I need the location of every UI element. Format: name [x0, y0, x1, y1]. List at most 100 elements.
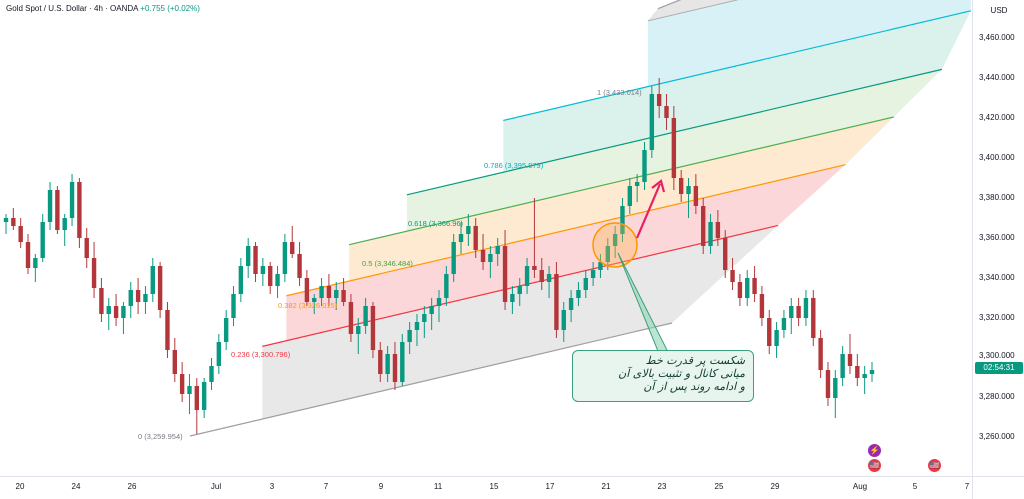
- candle-body: [833, 378, 838, 398]
- fib-band: [647, 0, 736, 21]
- candle-body: [715, 222, 721, 238]
- candle-body: [356, 326, 361, 334]
- annotation-callout[interactable]: شکست پر قدرت خط میانی کانال و تثبیت بالا…: [572, 350, 754, 402]
- us-flag-icon[interactable]: 🇺🇸: [928, 459, 941, 472]
- candle-body: [561, 310, 566, 330]
- fib-band: [286, 164, 846, 341]
- candle-body: [62, 218, 67, 230]
- time-axis[interactable]: 20 24 26 Jul 3 7 9 11 15 17 21 23 25 29 …: [0, 476, 972, 499]
- candle-body: [18, 226, 23, 242]
- candle-body: [231, 294, 236, 318]
- candle-body: [253, 246, 258, 274]
- candle-body: [429, 306, 434, 314]
- candle-body: [11, 218, 16, 226]
- candle-body: [407, 330, 412, 342]
- price-tick: 3,440.000: [979, 73, 1015, 82]
- candle-body: [840, 354, 845, 378]
- candle-body: [767, 318, 772, 346]
- chart-canvas[interactable]: Gold Spot / U.S. Dollar · 4h · OANDA +0.…: [0, 0, 972, 476]
- price-tick: 3,300.000: [979, 351, 1015, 360]
- candle-body: [539, 270, 544, 282]
- candle-body: [378, 350, 383, 374]
- annotation-line-1: شکست پر قدرت خط: [645, 354, 745, 367]
- candle-body: [260, 266, 266, 274]
- fib-level-0786-label: 0.786 (3,395.979): [484, 161, 544, 170]
- time-tick: 9: [378, 482, 384, 491]
- candle-body: [781, 318, 787, 330]
- time-tick: 3: [269, 482, 275, 491]
- annotation-line-2: میانی کانال و تثبیت بالای آن: [618, 367, 745, 380]
- time-tick: 11: [433, 482, 443, 491]
- candle-body: [319, 286, 324, 298]
- candle-body: [627, 186, 633, 206]
- candle-body: [649, 94, 655, 150]
- breakout-circle: [592, 222, 638, 268]
- lightning-icon[interactable]: ⚡: [868, 444, 881, 457]
- candle-body: [664, 106, 669, 118]
- candle-body: [862, 374, 867, 378]
- candle-body: [47, 190, 53, 222]
- candle-body: [216, 342, 222, 366]
- price-axis[interactable]: USD 3,460.000 3,440.000 3,420.000 3,400.…: [972, 0, 1024, 476]
- candle-body: [91, 258, 97, 288]
- price-tick: 3,280.000: [979, 392, 1015, 401]
- candle-body: [590, 270, 596, 278]
- candle-body: [326, 286, 332, 298]
- fib-level-line: [189, 322, 673, 437]
- candle-body: [444, 274, 449, 298]
- candle-body: [642, 150, 647, 182]
- candle-body: [157, 266, 163, 310]
- us-flag-icon[interactable]: 🇺🇸: [868, 459, 881, 472]
- candle-body: [179, 374, 185, 394]
- time-tick: Jul: [210, 482, 222, 491]
- candle-body: [363, 306, 368, 326]
- fib-band: [503, 10, 971, 173]
- candle-body: [77, 182, 82, 238]
- candle-body: [510, 294, 515, 302]
- candle-body: [568, 298, 574, 310]
- fib-level-0-label: 0 (3,259.954): [138, 432, 183, 441]
- candle-body: [634, 182, 640, 186]
- candle-body: [869, 370, 875, 374]
- candle-body: [194, 386, 200, 410]
- candle-body: [678, 178, 684, 194]
- candle-body: [106, 306, 111, 314]
- candle-body: [796, 306, 801, 318]
- candle-body: [341, 290, 346, 302]
- candle-body: [3, 218, 9, 222]
- candle-body: [238, 266, 244, 294]
- price-tick: 3,380.000: [979, 193, 1015, 202]
- price-chart[interactable]: [0, 0, 972, 476]
- fib-level-05-label: 0.5 (3,346.484): [362, 259, 413, 268]
- candle-body: [789, 306, 794, 318]
- candle-body: [297, 254, 302, 278]
- candle-body: [656, 94, 662, 106]
- candle-body: [187, 386, 192, 394]
- time-tick: 7: [964, 482, 970, 491]
- candle-body: [730, 270, 735, 282]
- candle-body: [223, 318, 229, 342]
- fib-level-line: [647, 0, 739, 22]
- arrow-head: [651, 179, 666, 193]
- price-tick: 3,420.000: [979, 113, 1015, 122]
- candle-body: [69, 182, 75, 218]
- axis-corner: [972, 476, 1024, 499]
- candle-body: [25, 242, 31, 268]
- candle-body: [847, 354, 853, 366]
- candle-body: [334, 290, 339, 298]
- candle-body: [121, 306, 126, 318]
- candle-body: [150, 266, 155, 294]
- candle-body: [40, 222, 45, 258]
- currency-label: USD: [990, 6, 1008, 15]
- price-tick: 3,400.000: [979, 153, 1015, 162]
- candle-body: [671, 118, 677, 178]
- time-tick: 24: [71, 482, 81, 491]
- candle-body: [488, 254, 493, 262]
- time-tick: 5: [912, 482, 918, 491]
- candle-body: [304, 278, 310, 302]
- candle-body: [737, 282, 743, 298]
- candle-body: [451, 242, 456, 274]
- candle-body: [370, 306, 376, 350]
- candle-body: [422, 314, 427, 322]
- candle-body: [517, 286, 522, 294]
